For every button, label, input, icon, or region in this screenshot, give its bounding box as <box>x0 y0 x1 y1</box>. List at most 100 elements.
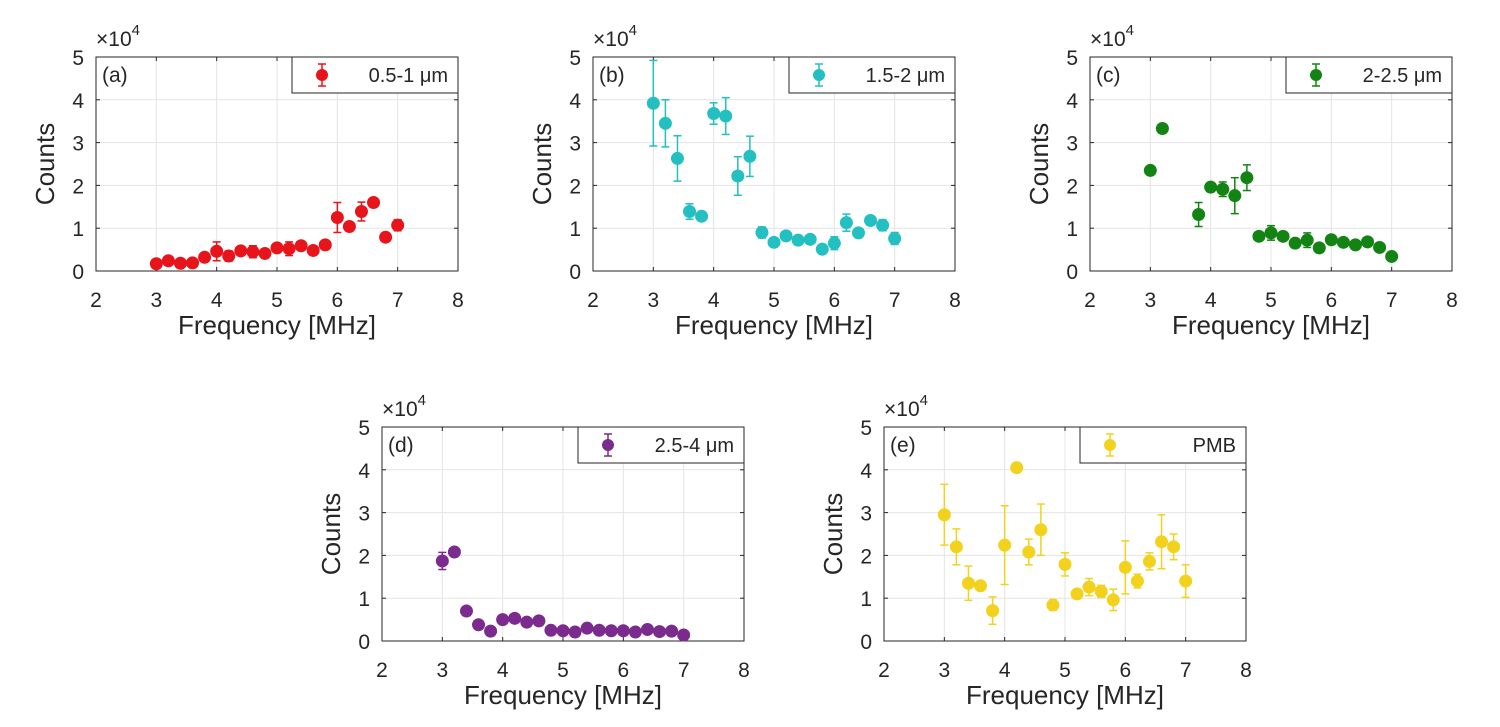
data-point <box>484 624 498 638</box>
y-tick-label: 2 <box>72 175 84 198</box>
data-marker <box>246 245 260 259</box>
data-marker <box>707 106 721 120</box>
data-point <box>1361 235 1375 249</box>
x-tick-label: 3 <box>938 659 950 682</box>
data-marker <box>1022 545 1036 559</box>
data-point <box>222 249 236 263</box>
data-point <box>1252 229 1266 243</box>
data-point <box>695 209 709 223</box>
data-marker <box>683 205 697 219</box>
y-tick-label: 1 <box>72 218 84 241</box>
legend-label: 2.5-4 μm <box>655 435 734 457</box>
axis-scale-base: ×10 <box>884 398 920 421</box>
data-point <box>294 239 308 253</box>
y-tick-label: 0 <box>358 631 370 654</box>
data-point <box>1240 164 1254 192</box>
data-marker <box>1373 240 1387 254</box>
data-marker <box>1070 587 1084 601</box>
data-point <box>658 99 672 148</box>
y-tick-label: 3 <box>569 133 581 156</box>
data-marker <box>876 218 890 232</box>
legend-marker <box>813 69 825 81</box>
data-marker <box>974 579 988 593</box>
data-point <box>604 624 618 638</box>
data-marker <box>580 621 594 635</box>
y-axis-label: Counts <box>316 493 346 575</box>
panel-tag: (d) <box>388 434 414 457</box>
data-point <box>677 628 691 642</box>
data-point <box>391 218 405 232</box>
data-marker <box>520 615 534 629</box>
data-marker <box>1264 226 1278 240</box>
y-axis-label: Counts <box>527 123 557 205</box>
panel-tag: (a) <box>102 64 128 87</box>
x-tick-label: 3 <box>647 289 659 312</box>
axis-scale-base: ×10 <box>382 398 418 421</box>
data-point <box>1288 236 1302 250</box>
data-point <box>282 241 296 257</box>
panel-tag: (e) <box>890 434 916 457</box>
data-marker <box>342 219 356 233</box>
data-marker <box>210 244 224 258</box>
data-marker <box>173 256 187 270</box>
data-point <box>1348 238 1362 252</box>
data-point <box>472 618 486 632</box>
data-marker <box>379 230 393 244</box>
data-marker <box>1155 121 1169 135</box>
data-marker <box>628 625 642 639</box>
y-tick-label: 4 <box>1066 90 1078 113</box>
data-marker <box>961 576 975 590</box>
data-marker <box>604 624 618 638</box>
data-marker <box>1010 461 1024 475</box>
x-tick-label: 2 <box>376 659 388 682</box>
axis-scale-exponent: 4 <box>418 392 426 409</box>
axis-scale-factor: ×104 <box>382 392 426 421</box>
data-point <box>318 238 332 252</box>
data-marker <box>827 236 841 250</box>
data-marker <box>653 625 667 639</box>
data-marker <box>888 231 902 245</box>
y-tick-label: 3 <box>1066 133 1078 156</box>
data-point <box>379 230 393 244</box>
data-marker <box>1204 180 1218 194</box>
data-marker <box>937 508 951 522</box>
y-tick-label: 5 <box>72 47 84 70</box>
data-marker <box>1034 523 1048 537</box>
data-marker <box>1106 593 1120 607</box>
data-marker <box>640 622 654 636</box>
data-marker <box>1216 182 1230 196</box>
x-tick-label: 6 <box>828 289 840 312</box>
y-tick-label: 3 <box>358 503 370 526</box>
y-tick-label: 0 <box>860 631 872 654</box>
data-point <box>532 614 546 628</box>
legend-label: 1.5-2 μm <box>866 65 945 87</box>
x-tick-label: 7 <box>1180 659 1192 682</box>
data-point <box>1106 588 1120 612</box>
data-marker <box>1155 535 1169 549</box>
data-marker <box>354 205 368 219</box>
data-marker <box>222 249 236 263</box>
data-point <box>743 135 757 178</box>
data-marker <box>864 213 878 227</box>
data-point <box>1155 513 1169 570</box>
y-tick-label: 5 <box>358 417 370 440</box>
y-tick-label: 2 <box>860 545 872 568</box>
data-marker <box>815 242 829 256</box>
panel-tag: (c) <box>1096 64 1121 87</box>
data-marker <box>496 613 510 627</box>
data-marker <box>1240 171 1254 185</box>
data-point <box>937 483 951 546</box>
data-marker <box>258 246 272 260</box>
data-point <box>161 254 175 268</box>
data-point <box>1118 540 1132 595</box>
data-point <box>1312 241 1326 255</box>
data-point <box>1324 233 1338 247</box>
data-point <box>767 235 781 249</box>
x-tick-label: 4 <box>999 659 1011 682</box>
x-tick-label: 5 <box>271 289 283 312</box>
y-tick-label: 0 <box>569 261 581 284</box>
data-point <box>827 236 841 251</box>
data-marker <box>1276 229 1290 243</box>
data-marker <box>731 169 745 183</box>
